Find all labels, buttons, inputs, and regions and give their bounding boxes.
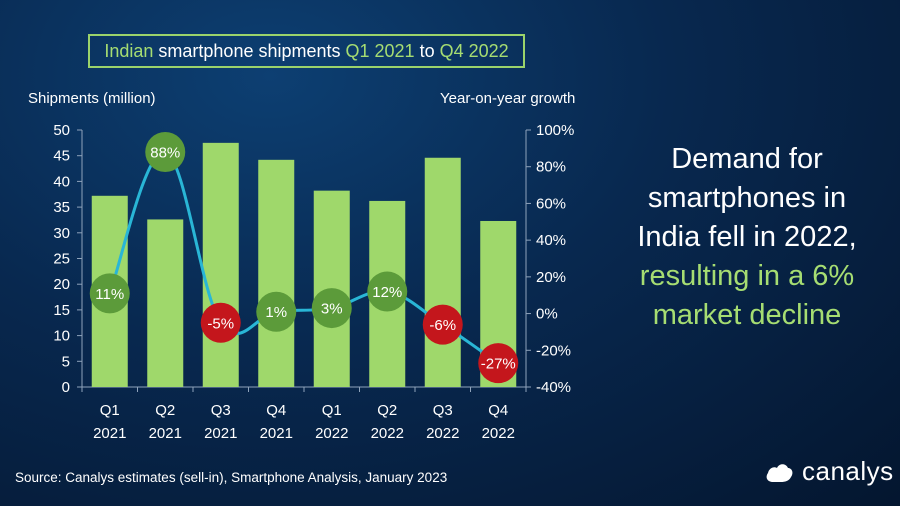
x-tick-label: Q3 [211,402,231,419]
right-tick-label: 40% [536,232,566,249]
left-axis-title: Shipments (million) [28,90,156,107]
x-tick-label: Q1 [100,402,120,419]
x-tick-label: Q2 [377,402,397,419]
left-tick-label: 40 [53,173,70,190]
growth-label: 1% [265,304,287,321]
right-axis-title: Year-on-year growth [440,90,576,107]
right-tick-label: 80% [536,159,566,176]
left-tick-label: 35 [53,199,70,216]
bar [424,157,461,387]
growth-label: 88% [150,145,180,162]
x-tick-label: 2021 [149,425,182,442]
source-note: Source: Canalys estimates (sell-in), Sma… [15,470,448,485]
growth-marker [478,343,519,384]
x-tick-label: 2022 [371,425,404,442]
headline-line: Demand for [671,143,823,175]
growth-label: 12% [372,284,402,301]
chart-title-part: Q1 2021 [345,40,415,61]
headline-line-highlight: resulting in a 6% [639,260,855,292]
x-tick-label: 2021 [93,425,126,442]
left-tick-label: 30 [53,225,70,242]
x-tick-label: 2021 [204,425,237,442]
chart-title: Indian smartphone shipments Q1 2021 to Q… [104,41,508,62]
right-tick-label: -20% [536,342,571,359]
growth-label: 11% [95,286,124,303]
growth-label: -5% [207,315,234,332]
headline-line-highlight: market decline [652,299,842,331]
left-tick-label: 15 [53,302,70,319]
x-tick-label: Q3 [433,402,453,419]
bar [202,142,239,387]
x-tick-label: 2021 [260,425,293,442]
x-tick-label: Q4 [266,402,286,419]
x-tick-label: 2022 [315,425,348,442]
chart-title-part: smartphone shipments [153,40,346,61]
x-tick-label: 2022 [426,425,459,442]
right-tick-label: 0% [536,306,558,323]
bar [147,219,184,387]
growth-marker [145,132,186,173]
growth-marker [200,302,241,343]
growth-marker [89,273,130,314]
growth-marker [256,291,297,332]
headline: Demand for smartphones in India fell in … [612,140,882,335]
headline-line: smartphones in [647,182,847,214]
logo-text: canalys [802,455,894,486]
canalys-logo: canalys [764,455,894,487]
x-tick-label: Q1 [322,402,342,419]
chart-title-part: Indian [104,40,154,61]
x-tick-label: 2022 [482,425,515,442]
x-tick-label: Q4 [488,402,508,419]
growth-marker [422,304,463,345]
right-tick-label: 100% [536,122,574,139]
right-tick-label: -40% [536,379,571,396]
left-tick-label: 10 [53,328,70,345]
chart-title-box: Indian smartphone shipments Q1 2021 to Q… [88,34,525,68]
chart-title-part: to [414,40,440,61]
headline-line: India fell in 2022, [637,221,857,253]
left-tick-label: 20 [53,276,70,293]
right-tick-label: 60% [536,195,566,212]
left-tick-label: 5 [62,353,70,370]
growth-label: -6% [429,317,456,334]
left-tick-label: 0 [62,379,70,396]
growth-label: 3% [321,301,343,318]
x-tick-label: Q2 [155,402,175,419]
growth-marker [367,271,408,312]
left-tick-label: 25 [53,251,70,268]
growth-marker [311,288,352,329]
growth-label: -27% [481,356,516,373]
canalys-logo-icon [766,464,793,482]
left-tick-label: 45 [53,148,70,165]
bar [258,159,295,387]
left-tick-label: 50 [53,122,70,139]
chart-title-part: Q4 2022 [439,40,509,61]
right-tick-label: 20% [536,269,566,286]
